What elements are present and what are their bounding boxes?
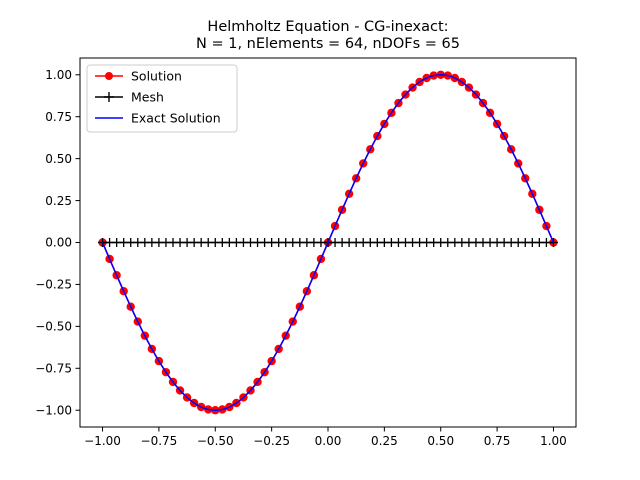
y-tick-label: 1.00 <box>45 68 72 82</box>
y-tick-label: −1.00 <box>35 403 72 417</box>
axes-frame <box>79 57 577 428</box>
legend: Solution Mesh Exact Solution <box>86 64 238 133</box>
x-tick-label: −0.50 <box>197 434 234 448</box>
y-tick-label: 0.50 <box>45 152 72 166</box>
legend-exact-label: Exact Solution <box>131 111 221 126</box>
legend-mesh-marker <box>104 92 114 102</box>
y-axis: 1.00 0.75 0.50 0.25 0.00 −0.25 −0.50 −0.75 −1.00 <box>35 68 80 417</box>
chart-title-line-1: Helmholtz Equation - CG-inexact: <box>207 19 448 35</box>
y-tick-label: −0.75 <box>35 361 72 375</box>
legend-box <box>86 64 238 133</box>
y-tick-label: 0.00 <box>45 236 72 250</box>
x-tick-label: −0.75 <box>141 434 178 448</box>
x-tick-label: 0.25 <box>371 434 398 448</box>
plot-area <box>98 70 558 415</box>
legend-solution-label: Solution <box>131 69 182 84</box>
y-tick-label: 0.25 <box>45 194 72 208</box>
y-tick-label: −0.25 <box>35 278 72 292</box>
series-exact-solution-line <box>101 74 555 411</box>
y-tick-label: −0.50 <box>35 320 72 334</box>
x-tick-label: −0.25 <box>253 434 290 448</box>
y-tick-label: 0.75 <box>45 110 72 124</box>
x-tick-label: 1.00 <box>540 434 567 448</box>
x-tick-label: 0.50 <box>427 434 454 448</box>
legend-mesh-label: Mesh <box>131 90 164 105</box>
x-axis: −1.00 −0.75 −0.50 −0.25 0.00 0.25 0.50 0.75 1.00 <box>84 427 567 448</box>
x-tick-label: −1.00 <box>84 434 121 448</box>
legend-solution-marker <box>105 72 113 80</box>
x-tick-label: 0.75 <box>484 434 511 448</box>
x-tick-label: 0.00 <box>315 434 342 448</box>
chart-title-line-2: N = 1, nElements = 64, nDOFs = 65 <box>196 36 460 52</box>
